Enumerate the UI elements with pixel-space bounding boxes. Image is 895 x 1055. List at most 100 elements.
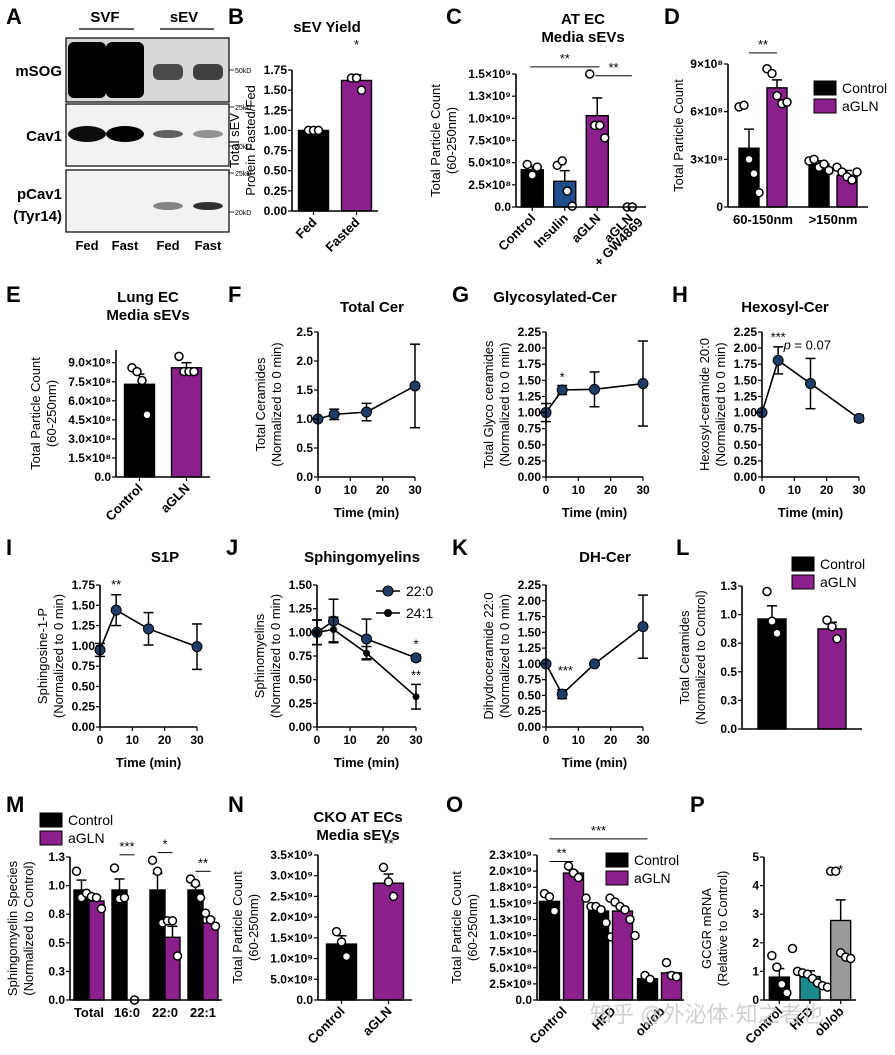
legend-label: Control <box>842 80 887 96</box>
y-tick-label: 0.00 <box>518 720 542 734</box>
x-tick-label: 20 <box>376 483 390 497</box>
data-point <box>532 162 542 172</box>
blot-band <box>153 64 183 80</box>
legend-swatch <box>39 830 63 846</box>
y-tick-label: 0.00 <box>734 470 758 484</box>
y-axis-label: Total Ceramides <box>253 357 268 451</box>
x-tick-label: 20 <box>604 733 618 747</box>
panel-a-western-blot: A SVF sEV mSOG 50kD Cav1 25kD 20kD pCav1 (Tyr1… <box>6 4 251 253</box>
x-tick-label: 10 <box>572 733 586 747</box>
chart-title: Media sEVs <box>106 307 189 324</box>
y-tick-label: 0.0 <box>296 470 313 484</box>
data-point <box>143 623 154 635</box>
data-point <box>822 615 832 625</box>
molecular-weight-marker: 25kD <box>235 105 251 112</box>
chart-title: Sphingomyelins <box>304 549 420 566</box>
y-tick-label: 1.5×10⁹ <box>270 931 313 945</box>
y-tick-label: 2.25 <box>734 325 758 339</box>
data-point <box>341 951 352 962</box>
panel-letter-k: K <box>452 535 468 560</box>
chart-title: Glycosylated-Cer <box>493 289 617 306</box>
y-axis-label: Total sEV <box>227 113 242 168</box>
data-point <box>556 688 568 700</box>
y-axis-label: (Normalized to 0 min) <box>268 594 283 718</box>
legend-swatch <box>791 556 815 572</box>
y-tick-label: 4.5×10⁸ <box>68 413 111 427</box>
y-tick-label: 0.8 <box>48 907 65 921</box>
blot-band <box>106 126 144 142</box>
y-axis-label: Total Particle Count <box>230 871 245 984</box>
data-point <box>819 159 829 169</box>
x-tick-label: 22:0 <box>152 1005 178 1020</box>
y-axis-label: Sphinomyelins <box>252 613 267 698</box>
panel-letter-n: N <box>228 792 244 817</box>
chart-title: CKO AT ECs <box>313 809 402 826</box>
panel-g-chart: G Glycosylated-Cer 0 10 20 30 Time (min) * 0.00 0… <box>452 282 650 520</box>
data-point <box>167 916 178 926</box>
panel-letter-d: D <box>664 4 680 29</box>
y-tick-label: 0.50 <box>72 679 96 693</box>
y-tick-label: 0.25 <box>518 704 542 718</box>
data-point <box>330 625 337 633</box>
legend-label: aGLN <box>68 830 105 846</box>
data-point <box>363 649 370 657</box>
x-tick-label: 0 <box>314 733 321 747</box>
legend-swatch <box>791 574 815 590</box>
x-tick-label: Total <box>74 1005 104 1020</box>
y-tick-label: 1.25 <box>264 103 288 117</box>
legend-swatch <box>605 852 629 868</box>
significance-marker: ** <box>111 577 121 592</box>
y-tick-label: 1.50 <box>289 578 313 592</box>
x-tick-label: 0 <box>97 733 104 747</box>
y-tick-label: 0.00 <box>264 204 288 218</box>
y-tick-label: 1.3×10⁹ <box>489 912 532 926</box>
data-point <box>620 905 630 915</box>
y-tick-label: 1.75 <box>734 357 758 371</box>
y-tick-label: 1.75 <box>518 357 542 371</box>
y-axis-label: Total Particle Count <box>428 84 443 197</box>
data-point <box>336 937 347 947</box>
y-tick-label: 7.5×10⁸ <box>489 945 532 959</box>
data-point <box>777 979 787 990</box>
blot-row-label: mSOG <box>15 63 62 80</box>
data-point <box>110 604 122 616</box>
data-point <box>172 951 183 961</box>
legend-label: aGLN <box>820 574 857 590</box>
y-axis-label: (Normalized to 0 min) <box>269 342 284 466</box>
x-tick-label: 0 <box>315 483 322 497</box>
chart-title: Media sEVs <box>316 827 399 844</box>
y-axis-label: Hexosyl-ceramide 20:0 <box>697 338 712 471</box>
y-axis-label: Total Glyco ceramides <box>481 340 496 468</box>
y-tick-label: 1.50 <box>518 625 542 639</box>
y-tick-label: 1.00 <box>734 406 758 420</box>
significance-marker: *** <box>119 839 134 854</box>
data-point <box>585 69 595 79</box>
y-tick-label: 1.3×10⁹ <box>468 89 511 103</box>
y-tick-label: 0.75 <box>264 144 288 158</box>
panel-letter-i: I <box>6 535 12 560</box>
data-point <box>195 892 206 903</box>
y-tick-label: 1.25 <box>518 641 542 655</box>
panel-d-chart: D 60-150nm >150nm ** Control aGLN 0 3×10⁸ 6×10⁸ 9… <box>664 4 887 227</box>
data-point <box>210 921 221 932</box>
y-tick-label: 5.0×10⁸ <box>270 972 313 986</box>
lane-label-3: Fed <box>156 238 179 253</box>
legend-swatch <box>39 812 63 828</box>
data-point <box>378 862 389 873</box>
y-tick-label: 1.25 <box>518 389 542 403</box>
y-tick-label: 2 <box>752 936 759 950</box>
x-tick-label: 10 <box>126 733 140 747</box>
x-tick-label: 30 <box>636 483 650 497</box>
y-tick-label: 3×10⁸ <box>690 152 723 166</box>
x-tick-label: 30 <box>636 733 650 747</box>
bar-control <box>111 889 128 1001</box>
y-tick-label: 4 <box>752 879 759 893</box>
data-point <box>600 133 610 143</box>
x-tick-label: 0 <box>543 483 550 497</box>
data-point <box>739 100 749 111</box>
